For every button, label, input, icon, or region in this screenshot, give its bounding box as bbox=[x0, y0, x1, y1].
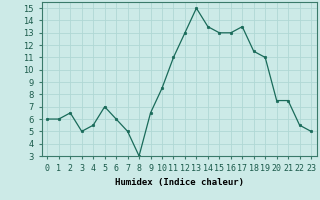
X-axis label: Humidex (Indice chaleur): Humidex (Indice chaleur) bbox=[115, 178, 244, 187]
